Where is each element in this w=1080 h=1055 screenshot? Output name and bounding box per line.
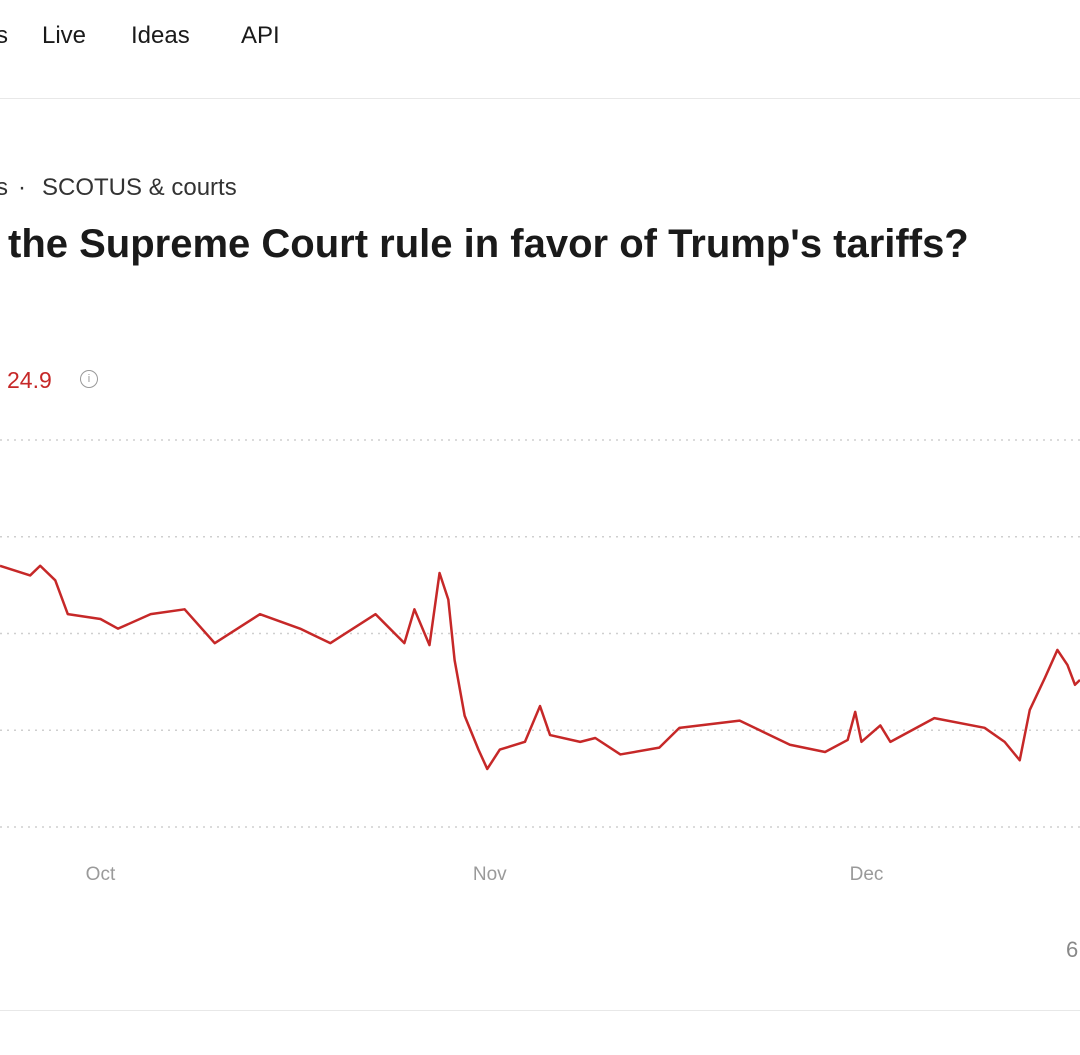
- breadcrumb-item[interactable]: s: [0, 174, 8, 201]
- nav-item[interactable]: Ideas: [131, 22, 190, 49]
- footer-text: 6: [1066, 937, 1079, 962]
- divider: [0, 98, 1080, 99]
- line-series: [0, 564, 1080, 771]
- nav-item[interactable]: Live: [42, 22, 87, 49]
- breadcrumb-separator: ·: [18, 174, 26, 201]
- divider: [0, 1010, 1080, 1011]
- market-title: the Supreme Court rule in favor of Trump…: [8, 222, 969, 266]
- x-tick-label: Oct: [86, 864, 116, 885]
- x-tick-label: Dec: [850, 864, 884, 885]
- price-change: 24.9: [7, 367, 52, 393]
- nav-item[interactable]: s: [0, 22, 8, 49]
- nav-item[interactable]: API: [241, 22, 280, 49]
- x-tick-label: Nov: [473, 864, 507, 885]
- breadcrumb-item[interactable]: SCOTUS & courts: [42, 174, 237, 201]
- info-icon[interactable]: i: [80, 370, 98, 388]
